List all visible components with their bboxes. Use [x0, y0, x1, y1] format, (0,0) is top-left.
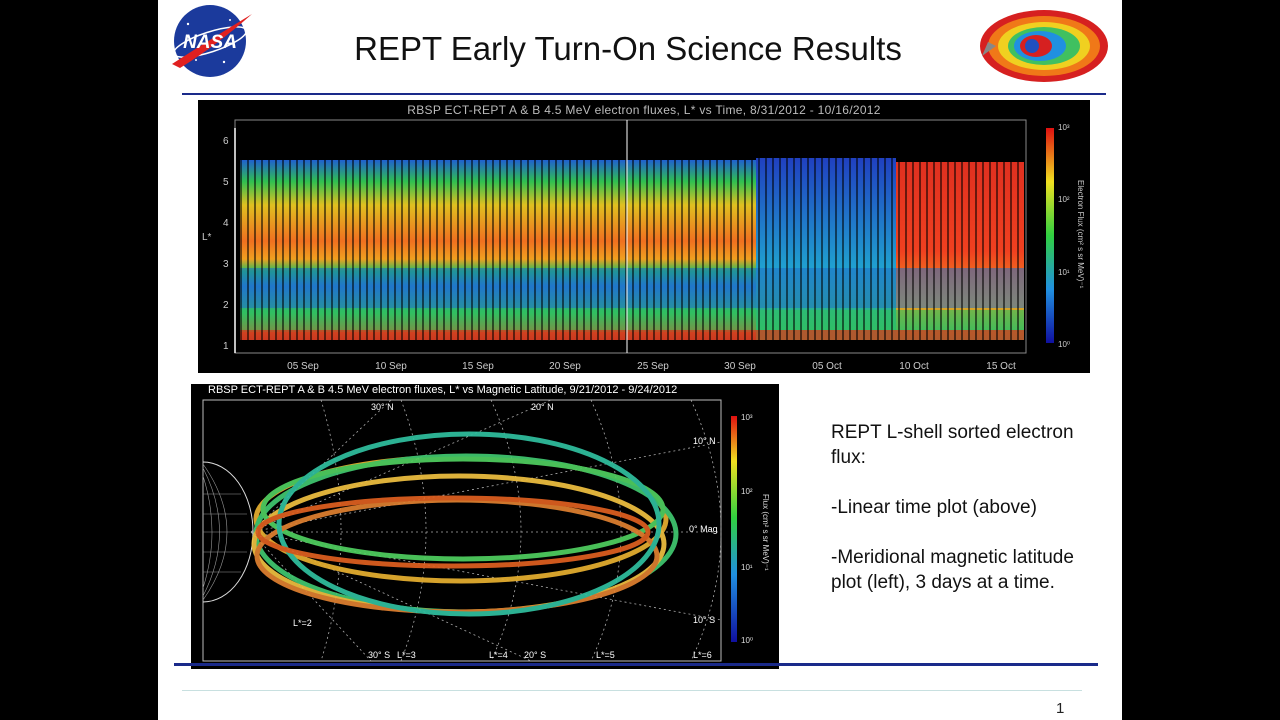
lat-label: 20° S [524, 650, 546, 660]
top-x-tick: 10 Sep [375, 361, 407, 372]
top-cbar-tick: 10² [1058, 195, 1070, 204]
bottom-cbar-tick: 10³ [741, 413, 753, 422]
bottom-cbar-tick: 10¹ [741, 563, 753, 572]
lshell-label: L*=6 [693, 650, 712, 660]
top-y-tick: 4 [223, 218, 229, 229]
top-plot-title: RBSP ECT-REPT A & B 4.5 MeV electron flu… [407, 103, 881, 117]
bottom-colorbar [731, 416, 737, 642]
top-cbar-tick: 10⁰ [1058, 340, 1070, 349]
top-colorbar [1046, 128, 1054, 343]
title-divider [182, 93, 1106, 95]
footer-divider [174, 663, 1098, 666]
top-x-tick: 15 Sep [462, 361, 494, 372]
notes-paragraph: -Meridional magnetic latitude plot (left… [831, 547, 1074, 593]
top-x-tick: 10 Oct [899, 361, 929, 372]
lshell-label: L*=2 [293, 618, 312, 628]
notes-paragraph: REPT L-shell sorted electron flux: [831, 422, 1074, 468]
bottom-plot-title: RBSP ECT-REPT A & B 4.5 MeV electron flu… [208, 384, 678, 396]
top-y-tick: 5 [223, 177, 229, 188]
radiation-belt-logo [980, 10, 1108, 82]
lstar-vs-time-plot: RBSP ECT-REPT A & B 4.5 MeV electron flu… [198, 100, 1090, 373]
top-x-tick: 05 Oct [812, 361, 842, 372]
top-x-tick: 05 Sep [287, 361, 319, 372]
top-x-tick: 25 Sep [637, 361, 669, 372]
top-x-tick: 15 Oct [986, 361, 1016, 372]
top-y-tick: 1 [223, 341, 229, 352]
slide: NASA REPT Early Turn-On Science Results … [158, 0, 1122, 720]
top-y-tick: 2 [223, 300, 229, 311]
notes-paragraph: -Linear time plot (above) [831, 497, 1037, 518]
lstar-vs-latitude-plot: RBSP ECT-REPT A & B 4.5 MeV electron flu… [191, 384, 779, 669]
notes-text: REPT L-shell sorted electron flux: -Line… [831, 420, 1101, 620]
top-y-tick: 3 [223, 259, 229, 270]
lat-label: 30° S [368, 650, 390, 660]
bottom-colorbar-label: Flux (cm² s sr MeV)⁻¹ [761, 494, 770, 571]
lat-label: 20° N [531, 402, 554, 412]
page-number: 1 [1056, 700, 1065, 717]
bottom-cbar-tick: 10⁰ [741, 636, 753, 645]
bottom-cbar-tick: 10² [741, 487, 753, 496]
top-colorbar-label: Electron Flux (cm² s sr MeV)⁻¹ [1076, 180, 1085, 289]
lat-label: 0° Mag [689, 524, 718, 534]
top-y-tick: 6 [223, 136, 229, 147]
slide-title: REPT Early Turn-On Science Results [354, 30, 902, 67]
top-plot-canvas: 1 2 3 4 5 6 L* 05 Sep 10 Sep 15 Sep 20 S… [202, 119, 1085, 372]
top-y-axis-label: L* [202, 232, 212, 243]
footer-thin-line [182, 690, 1082, 691]
top-x-tick: 30 Sep [724, 361, 756, 372]
top-x-tick: 20 Sep [549, 361, 581, 372]
lshell-label: L*=4 [489, 650, 508, 660]
lat-label: 10° S [693, 615, 715, 625]
nasa-logo-text: NASA [183, 32, 237, 53]
bottom-plot-canvas: 30° N 20° N 10° N 0° Mag 10° S 20° S 30°… [202, 399, 770, 662]
nasa-logo: NASA [172, 5, 252, 77]
lat-label: 30° N [371, 402, 394, 412]
lshell-label: L*=3 [397, 650, 416, 660]
lat-label: 10° N [693, 436, 716, 446]
lshell-label: L*=5 [596, 650, 615, 660]
top-cbar-tick: 10³ [1058, 123, 1070, 132]
top-cbar-tick: 10¹ [1058, 268, 1070, 277]
